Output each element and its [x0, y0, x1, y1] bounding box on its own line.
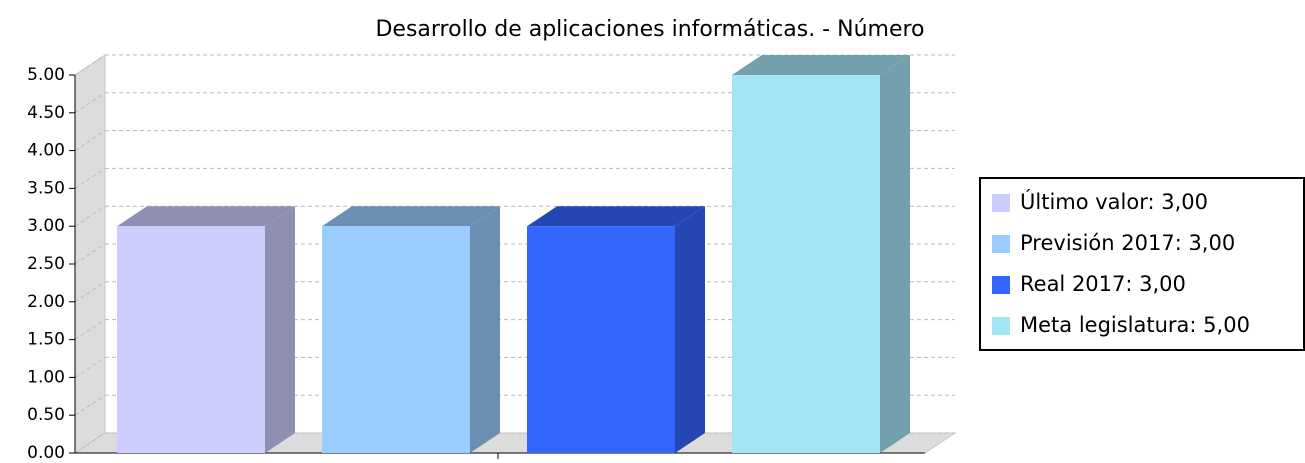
- grid-line: [74, 92, 106, 114]
- legend-label: Previsión 2017: 3,00: [1020, 231, 1235, 255]
- bar: [732, 75, 880, 453]
- y-tick-label: 3.50: [27, 178, 65, 198]
- bar-top: [732, 55, 910, 75]
- legend-label: Último valor: 3,00: [1020, 189, 1208, 214]
- left-wall: [74, 54, 106, 454]
- legend-label: Real 2017: 3,00: [1020, 272, 1186, 296]
- y-tick-label: 0.00: [27, 443, 65, 463]
- grid-line: [74, 205, 106, 227]
- bar-top: [117, 206, 295, 227]
- bar: [322, 226, 470, 453]
- grid-line: [74, 167, 106, 189]
- bar-top: [527, 206, 705, 227]
- grid-line: [74, 319, 106, 341]
- legend-label: Meta legislatura: 5,00: [1020, 313, 1250, 337]
- bar-side: [675, 206, 705, 453]
- bar-side: [265, 206, 295, 453]
- grid-line: [74, 243, 106, 265]
- bar-side: [470, 206, 500, 453]
- y-tick-label: 4.00: [27, 141, 65, 161]
- grid-line: [74, 130, 106, 152]
- legend-box: [979, 177, 1305, 351]
- grid-line: [74, 54, 106, 76]
- y-tick-label: 5.00: [27, 65, 65, 85]
- y-tick-label: 1.00: [27, 367, 65, 387]
- y-tick-label: 2.00: [27, 292, 65, 312]
- bar-side: [880, 55, 910, 453]
- grid-line: [74, 394, 106, 416]
- y-tick-label: 3.00: [27, 216, 65, 236]
- grid-line: [74, 356, 106, 378]
- chart-title: Desarrollo de aplicaciones informáticas.…: [375, 17, 924, 42]
- grid-line: [74, 432, 106, 454]
- bar-top: [322, 206, 500, 227]
- legend-swatch: [992, 194, 1010, 212]
- y-tick-label: 1.50: [27, 330, 65, 350]
- y-tick-label: 2.50: [27, 254, 65, 274]
- legend-swatch: [992, 276, 1010, 294]
- y-tick-label: 4.50: [27, 103, 65, 123]
- bar: [527, 226, 675, 453]
- y-tick-label: 0.50: [27, 405, 65, 425]
- legend-swatch: [992, 235, 1010, 253]
- legend-swatch: [992, 317, 1010, 335]
- bar: [117, 226, 265, 453]
- grid-line: [74, 281, 106, 303]
